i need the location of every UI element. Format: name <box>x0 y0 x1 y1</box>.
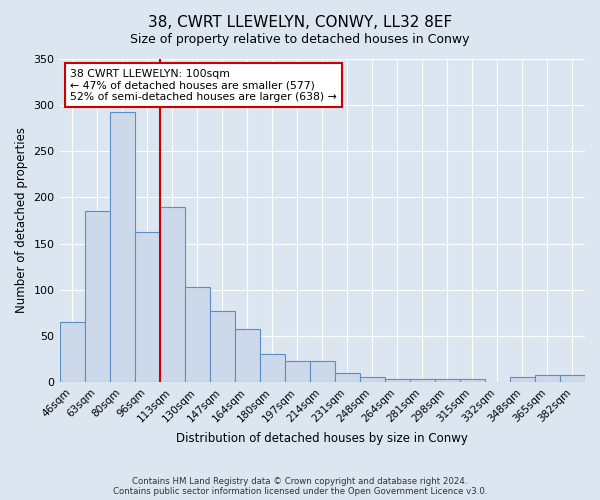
Text: 38 CWRT LLEWELYN: 100sqm
← 47% of detached houses are smaller (577)
52% of semi-: 38 CWRT LLEWELYN: 100sqm ← 47% of detach… <box>70 68 337 102</box>
Bar <box>209 311 235 382</box>
Text: Size of property relative to detached houses in Conwy: Size of property relative to detached ho… <box>130 32 470 46</box>
Bar <box>560 376 585 382</box>
X-axis label: Distribution of detached houses by size in Conwy: Distribution of detached houses by size … <box>176 432 468 445</box>
Text: Contains public sector information licensed under the Open Government Licence v3: Contains public sector information licen… <box>113 487 487 496</box>
Text: Contains HM Land Registry data © Crown copyright and database right 2024.: Contains HM Land Registry data © Crown c… <box>132 477 468 486</box>
Bar <box>134 232 160 382</box>
Bar <box>435 379 460 382</box>
Bar <box>160 206 185 382</box>
Bar <box>185 287 209 382</box>
Bar <box>360 378 385 382</box>
Y-axis label: Number of detached properties: Number of detached properties <box>15 128 28 314</box>
Bar <box>385 379 410 382</box>
Bar <box>59 322 85 382</box>
Bar <box>535 376 560 382</box>
Bar <box>285 360 310 382</box>
Bar <box>310 360 335 382</box>
Bar <box>85 211 110 382</box>
Bar <box>410 379 435 382</box>
Bar <box>110 112 134 382</box>
Bar <box>260 354 285 382</box>
Bar <box>235 330 260 382</box>
Text: 38, CWRT LLEWELYN, CONWY, LL32 8EF: 38, CWRT LLEWELYN, CONWY, LL32 8EF <box>148 15 452 30</box>
Bar <box>510 378 535 382</box>
Bar <box>335 372 360 382</box>
Bar <box>460 379 485 382</box>
